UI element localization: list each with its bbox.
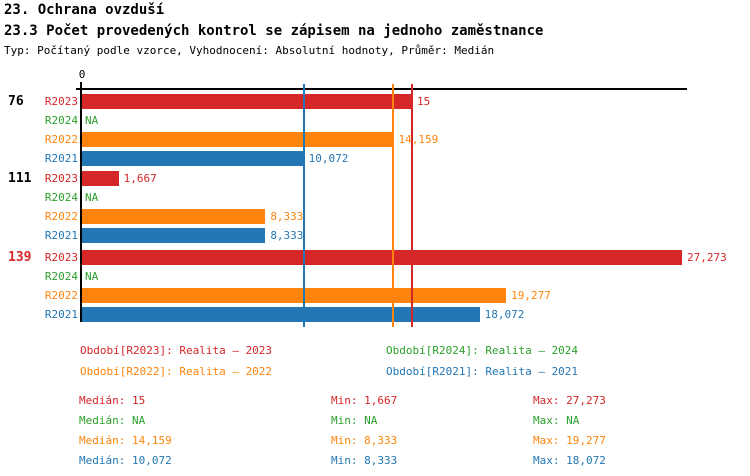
bar-r2023: [82, 171, 119, 186]
stat-min-r2024: Min: NA: [331, 414, 378, 427]
group-label: 139: [8, 250, 32, 265]
bar-value-label: 8,333: [270, 229, 304, 242]
axis-zero-tick-label: 0: [78, 68, 86, 81]
series-row-label: R2024: [44, 270, 78, 283]
bar-value-label: 18,072: [484, 308, 525, 321]
stat-median-r2024: Medián: NA: [79, 414, 146, 427]
bar-value-label: 8,333: [270, 210, 304, 223]
group-label: 76: [8, 94, 24, 109]
series-row-label: R2022: [44, 133, 78, 146]
legend-item-r2021: Období[R2021]: Realita – 2021: [386, 365, 579, 378]
series-row-label: R2023: [44, 251, 78, 264]
bar-value-label: NA: [85, 191, 99, 204]
legend-item-r2023: Období[R2023]: Realita – 2023: [80, 344, 273, 357]
bar-value-label: 10,072: [308, 152, 349, 165]
bar-value-label: 1,667: [123, 172, 157, 185]
legend-item-r2022: Období[R2022]: Realita – 2022: [80, 365, 273, 378]
vertical-axis-line: [80, 82, 82, 322]
legend-item-r2024: Období[R2024]: Realita – 2024: [386, 344, 579, 357]
bar-value-label: NA: [85, 270, 99, 283]
bar-r2021: [82, 151, 304, 166]
series-row-label: R2023: [44, 95, 78, 108]
bar-value-label: NA: [85, 114, 99, 127]
series-row-label: R2022: [44, 289, 78, 302]
stat-max-r2023: Max: 27,273: [533, 394, 606, 407]
chart-title: 23.3 Počet provedených kontrol se zápise…: [4, 23, 544, 39]
median-line-r2023: [411, 84, 413, 327]
bar-value-label: 15: [417, 95, 431, 108]
series-row-label: R2023: [44, 172, 78, 185]
bar-r2022: [82, 288, 507, 303]
stat-max-r2021: Max: 18,072: [533, 454, 606, 467]
bar-r2023: [82, 250, 682, 265]
bar-r2022: [82, 209, 266, 224]
bar-r2021: [82, 228, 266, 243]
stat-min-r2022: Min: 8,333: [331, 434, 398, 447]
stat-max-r2022: Max: 19,277: [533, 434, 606, 447]
stat-median-r2021: Medián: 10,072: [79, 454, 172, 467]
bar-value-label: 27,273: [687, 251, 727, 264]
stat-median-r2023: Medián: 15: [79, 394, 146, 407]
bar-r2023: [82, 94, 412, 109]
stat-max-r2024: Max: NA: [533, 414, 580, 427]
median-line-r2021: [302, 84, 305, 327]
bar-value-label: 14,159: [398, 133, 439, 146]
median-line-r2022: [392, 84, 395, 327]
chart-subtitle: Typ: Počítaný podle vzorce, Vyhodnocení:…: [4, 44, 495, 57]
bar-value-label: 19,277: [511, 289, 551, 302]
series-row-label: R2022: [44, 210, 78, 223]
series-row-label: R2024: [44, 114, 78, 127]
stat-min-r2023: Min: 1,667: [331, 394, 398, 407]
top-axis-line: [76, 88, 687, 90]
series-row-label: R2024: [44, 191, 78, 204]
group-label: 111: [8, 171, 32, 186]
series-row-label: R2021: [44, 152, 78, 165]
bar-r2022: [82, 132, 394, 147]
series-row-label: R2021: [44, 229, 78, 242]
series-row-label: R2021: [44, 308, 78, 321]
bar-r2021: [82, 307, 480, 322]
stat-median-r2022: Medián: 14,159: [79, 434, 172, 447]
stat-min-r2021: Min: 8,333: [331, 454, 398, 467]
report-section-title: 23. Ochrana ovzduší: [4, 2, 165, 18]
